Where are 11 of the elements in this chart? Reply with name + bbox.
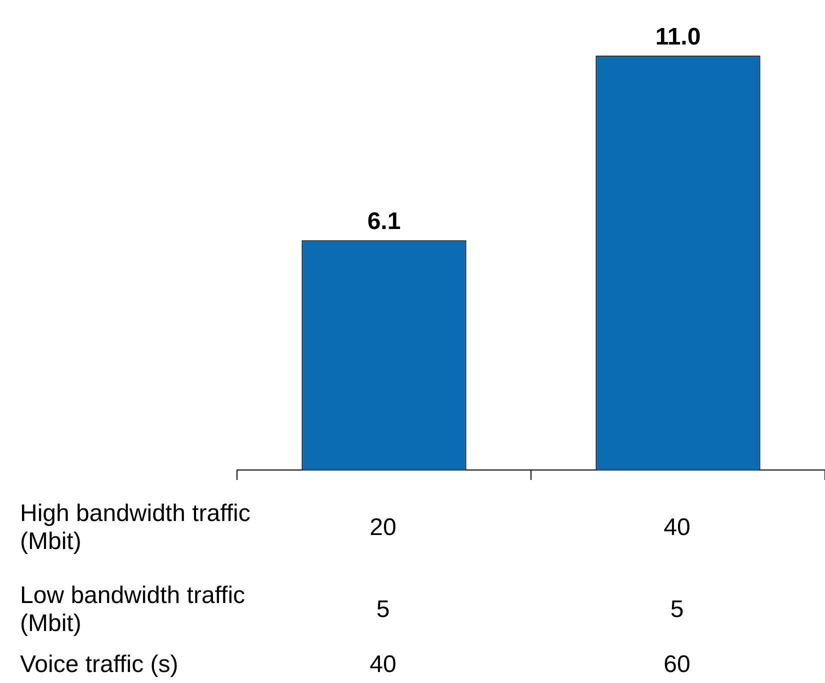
text: High bandwidth traffic (Mbit)	[19, 500, 252, 556]
text: Low bandwidth traffic (Mbit)	[19, 582, 246, 638]
text: 5	[669, 596, 685, 624]
text: 40	[662, 514, 692, 542]
text: Voice traffic (s)	[19, 651, 180, 679]
text: 5	[375, 596, 391, 624]
text: 60	[662, 651, 692, 679]
text: 40	[368, 651, 398, 679]
data-label: 6.1	[367, 208, 401, 235]
data-label: 11.0	[655, 23, 701, 50]
text: 20	[368, 514, 398, 542]
